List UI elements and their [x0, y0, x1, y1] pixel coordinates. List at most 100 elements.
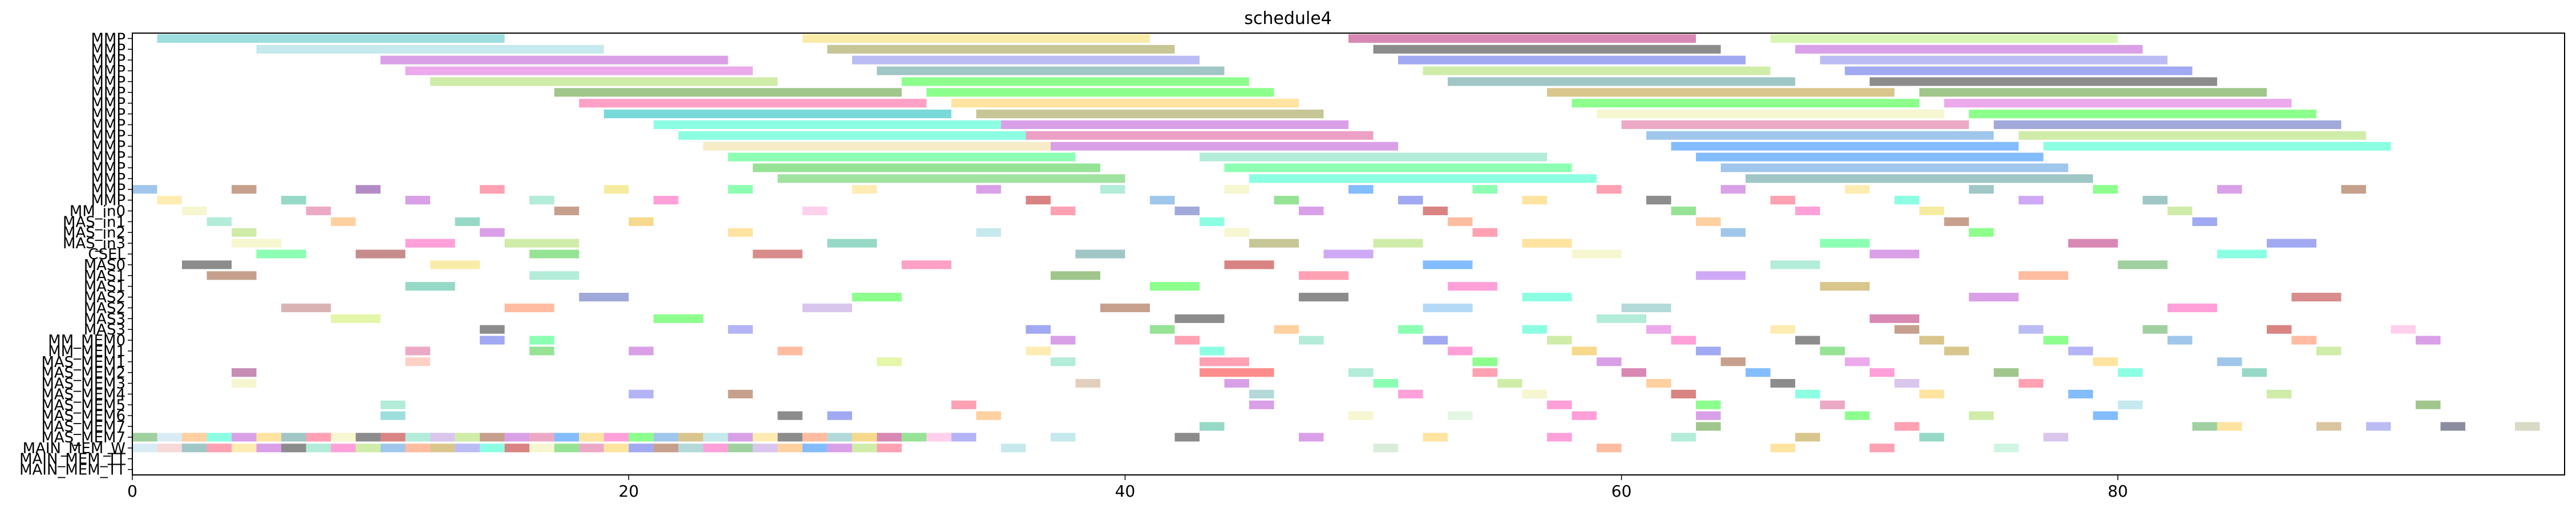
- task-bar: [430, 433, 455, 442]
- y-tick-label: MAS_in1: [63, 213, 125, 231]
- task-bar: [1994, 368, 2019, 377]
- task-bar: [182, 444, 207, 453]
- task-bar: [480, 433, 505, 442]
- task-bar: [1448, 217, 1473, 226]
- task-bar: [1820, 282, 1870, 291]
- task-bar: [728, 228, 753, 237]
- task-bar: [827, 45, 1175, 54]
- task-bar: [1969, 110, 2316, 119]
- task-bar: [2018, 378, 2044, 388]
- task-bar: [1522, 389, 1548, 398]
- y-tick-label: MMP: [91, 52, 125, 69]
- task-bar: [1075, 249, 1125, 259]
- task-bar: [1224, 378, 1249, 388]
- y-tick-label: MAS_MEM7: [41, 429, 125, 446]
- task-bar: [1547, 400, 1572, 409]
- task-bar: [504, 433, 530, 442]
- y-tick-label: MMP: [91, 127, 125, 144]
- task-bar: [1298, 336, 1324, 345]
- task-bar: [2192, 217, 2217, 226]
- task-bar: [1597, 314, 1647, 323]
- task-bar: [901, 77, 1249, 86]
- task-bar: [331, 433, 356, 442]
- task-bar: [1174, 336, 1200, 345]
- task-bar: [206, 444, 232, 453]
- task-bar: [157, 196, 183, 205]
- task-bar: [1249, 174, 1597, 183]
- task-bar: [1448, 77, 1796, 86]
- task-bar: [1298, 206, 1324, 216]
- task-bar: [1497, 378, 1522, 388]
- task-bar: [1199, 357, 1249, 366]
- task-bar: [157, 433, 183, 442]
- task-bar: [1770, 325, 1796, 334]
- task-bar: [1373, 444, 1399, 453]
- task-bar: [1050, 336, 1076, 345]
- task-bar: [1472, 228, 1498, 237]
- task-bar: [629, 346, 654, 356]
- task-bar: [1894, 422, 1919, 431]
- task-bar: [256, 249, 306, 259]
- task-bar: [1597, 185, 1622, 194]
- task-bar: [430, 77, 778, 86]
- task-bar: [1969, 185, 1994, 194]
- task-bar: [2514, 422, 2540, 431]
- task-bar: [1944, 217, 1969, 226]
- task-bar: [529, 433, 554, 442]
- task-bar: [1597, 110, 1945, 119]
- task-bar: [1050, 357, 1076, 366]
- task-bar: [1770, 444, 1796, 453]
- task-bar: [1994, 120, 2342, 130]
- task-bar: [852, 185, 877, 194]
- task-bar: [480, 336, 505, 345]
- task-bar: [1944, 346, 1969, 356]
- task-bar: [1969, 411, 1994, 420]
- task-bar: [1373, 378, 1399, 388]
- task-bar: [976, 185, 1001, 194]
- task-bar: [529, 196, 554, 205]
- task-bar: [1969, 292, 2019, 302]
- task-bar: [2117, 400, 2143, 409]
- task-bar: [1001, 120, 1348, 130]
- task-bar: [1621, 120, 1969, 130]
- task-bar: [1298, 271, 1348, 280]
- task-bar: [1894, 196, 1919, 205]
- task-bar: [1869, 444, 1895, 453]
- task-bar: [1571, 346, 1597, 356]
- task-bar: [1174, 314, 1225, 323]
- task-bar: [1621, 303, 1671, 312]
- task-bar: [1671, 336, 1696, 345]
- task-bar: [901, 260, 951, 269]
- task-bar: [2291, 336, 2316, 345]
- task-bar: [579, 99, 927, 108]
- task-bar: [405, 282, 455, 291]
- y-tick-label: MAS_MEM4: [41, 386, 125, 403]
- task-bar: [157, 34, 505, 43]
- task-bar: [1820, 55, 2168, 64]
- task-bar: [1919, 206, 1945, 216]
- task-bar: [703, 433, 728, 442]
- task-bar: [629, 217, 654, 226]
- task-bar: [132, 444, 157, 453]
- task-bar: [232, 378, 257, 388]
- task-bar: [1472, 357, 1498, 366]
- task-bar: [1149, 196, 1175, 205]
- task-bar: [1423, 433, 1448, 442]
- task-bar: [1199, 217, 1225, 226]
- task-bar: [1050, 206, 1076, 216]
- task-bar: [405, 66, 753, 75]
- task-bar: [604, 185, 629, 194]
- task-bar: [1199, 422, 1225, 431]
- task-bar: [827, 433, 852, 442]
- task-bar: [802, 303, 852, 312]
- task-bar: [1423, 336, 1448, 345]
- y-tick-label: MMP: [91, 63, 125, 80]
- task-bar: [1348, 368, 1374, 377]
- task-bar: [2316, 422, 2342, 431]
- task-bar: [1845, 411, 1870, 420]
- task-bar: [2018, 325, 2044, 334]
- x-tick-label: 20: [618, 482, 639, 501]
- task-bar: [1621, 368, 1647, 377]
- task-bar: [579, 292, 629, 302]
